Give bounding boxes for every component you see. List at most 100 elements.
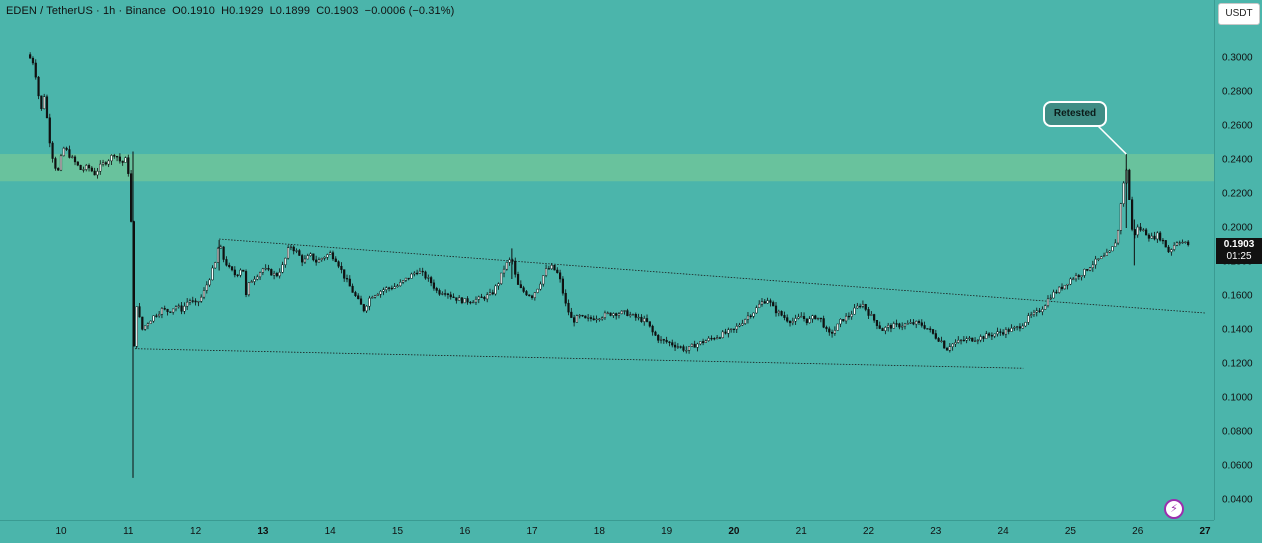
time-tick-label: 24 [997, 526, 1009, 537]
candle-up [973, 340, 977, 342]
candle-up [620, 310, 623, 314]
candle-down [480, 296, 483, 298]
lightning-icon[interactable]: ⚡ [1164, 499, 1184, 519]
candle-up [1178, 242, 1181, 244]
candle-down [589, 317, 593, 319]
candle-up [578, 314, 581, 317]
candle-up [631, 314, 635, 316]
candle-up [738, 324, 741, 327]
price-chart[interactable] [0, 0, 1214, 520]
candle-up [474, 299, 478, 303]
candle-up [261, 268, 264, 273]
candle-up [623, 310, 626, 312]
candle-up [303, 258, 307, 263]
candle-up [1108, 250, 1111, 253]
price-tick-label: 0.1600 [1222, 290, 1253, 302]
candle-up [598, 318, 601, 320]
candle-down [895, 323, 898, 325]
candle-up [595, 318, 598, 321]
price-tick-label: 0.0600 [1222, 460, 1253, 472]
candle-down [982, 336, 985, 339]
candle-up [1030, 314, 1033, 316]
candle-down [141, 316, 144, 330]
candle-down [48, 117, 51, 144]
candle-down [516, 274, 520, 285]
candle-up [393, 286, 396, 289]
candle-up [550, 265, 553, 270]
candle-down [573, 317, 576, 323]
candle-up [404, 277, 407, 281]
candle-up [1119, 203, 1122, 231]
candle-up [172, 308, 175, 313]
candle-up [278, 271, 281, 277]
candle-up [1102, 255, 1106, 257]
last-price-value: 0.1903 [1223, 239, 1255, 250]
candle-down [825, 326, 828, 330]
candle-up [186, 301, 189, 307]
candle-down [814, 315, 817, 320]
candle-down [710, 337, 713, 340]
candle-down [331, 252, 335, 260]
candle-up [502, 268, 506, 274]
time-tick-label: 22 [862, 526, 875, 537]
candle-up [1046, 298, 1050, 306]
candle-down [138, 306, 141, 318]
candle-up [1173, 245, 1176, 250]
retested-callout[interactable]: Retested [1043, 101, 1107, 127]
candle-down [1007, 329, 1010, 332]
candle-up [371, 296, 374, 299]
candle-up [197, 301, 200, 303]
candle-up [144, 325, 147, 330]
candle-up [401, 280, 405, 283]
candle-up [1049, 297, 1052, 300]
plot-area[interactable] [0, 0, 1214, 520]
candle-up [329, 252, 332, 255]
candle-down [774, 305, 778, 314]
candle-down [444, 293, 447, 295]
candle-up [253, 278, 256, 282]
candle-down [121, 160, 124, 163]
candle-down [1002, 332, 1005, 335]
candle-up [1010, 327, 1013, 332]
candle-up [993, 333, 996, 337]
candle-up [1156, 232, 1159, 240]
candle-up [258, 272, 262, 278]
candle-up [247, 282, 250, 296]
candle-up [1016, 326, 1019, 328]
candle-down [430, 277, 433, 284]
time-scale[interactable] [0, 520, 1214, 543]
candle-down [1128, 169, 1131, 200]
candle-down [1055, 291, 1058, 294]
candle-up [979, 336, 982, 341]
candle-up [575, 315, 579, 323]
candle-up [376, 294, 379, 296]
candle-up [379, 291, 382, 295]
candle-up [1021, 325, 1024, 329]
candle-down [68, 149, 71, 158]
candle-down [435, 288, 438, 291]
candle-up [264, 267, 267, 270]
candle-up [612, 313, 615, 316]
candle-down [1159, 232, 1162, 241]
legend-symbol[interactable]: EDEN / TetherUS · 1h · Binance [6, 5, 166, 17]
candle-down [999, 331, 1002, 333]
candle-up [976, 339, 979, 342]
candle-down [889, 325, 893, 329]
candle-up [239, 269, 242, 276]
candle-down [547, 268, 550, 270]
price-tick-label: 0.0800 [1222, 426, 1253, 438]
time-tick-label: 12 [190, 526, 202, 537]
time-tick-label: 19 [661, 526, 673, 537]
candle-down [73, 156, 77, 163]
candle-up [488, 292, 492, 295]
candle-down [29, 54, 32, 59]
candle-down [786, 317, 789, 322]
candle-up [884, 327, 887, 332]
currency-button[interactable]: USDT [1218, 3, 1260, 25]
candle-up [755, 307, 758, 314]
candle-up [1013, 327, 1016, 329]
candle-up [587, 317, 590, 319]
candle-down [626, 310, 629, 317]
candle-up [730, 328, 733, 330]
